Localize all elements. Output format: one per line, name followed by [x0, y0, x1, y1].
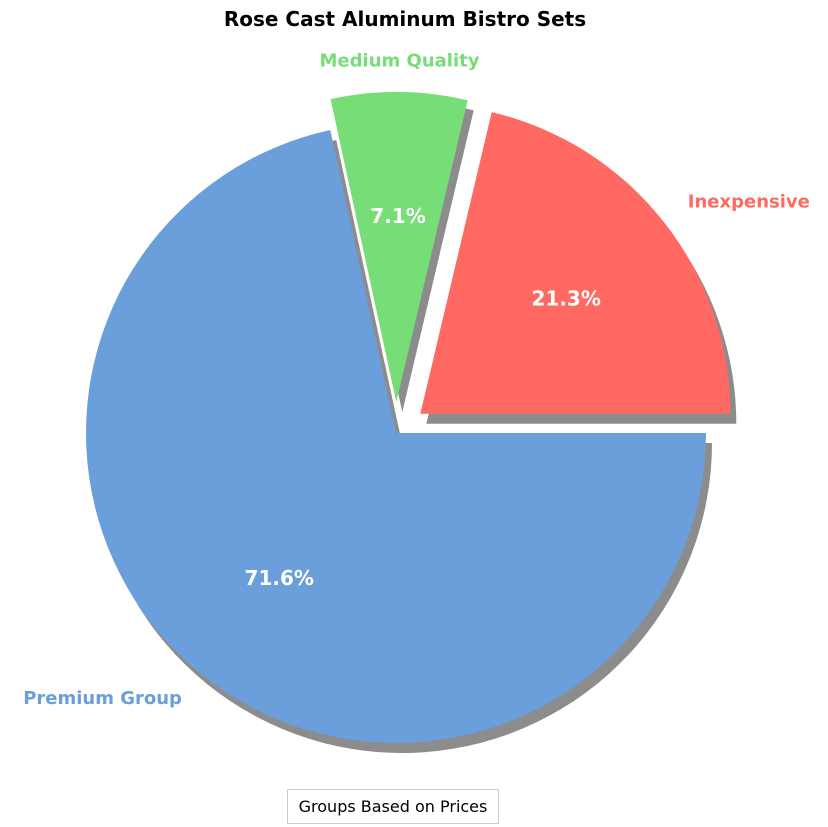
category-label-premium-group: Premium Group	[23, 688, 182, 709]
legend-title: Groups Based on Prices	[298, 797, 488, 816]
pct-label-inexpensive: 21.3%	[532, 286, 601, 310]
slice-inexpensive	[420, 112, 731, 414]
category-label-group: Inexpensive Medium Quality Premium Group	[23, 51, 810, 709]
pct-label-medium-quality: 7.1%	[370, 204, 425, 228]
category-label-medium-quality: Medium Quality	[320, 51, 480, 72]
category-label-inexpensive: Inexpensive	[688, 192, 810, 213]
slice-group	[85, 92, 731, 743]
percentage-label-group: 21.3% 7.1% 71.6%	[245, 204, 601, 590]
slice-premium-group	[85, 130, 706, 743]
chart-title: Rose Cast Aluminum Bistro Sets	[224, 7, 586, 31]
slice-medium-quality	[330, 92, 468, 403]
pct-label-premium-group: 71.6%	[245, 566, 314, 590]
legend: Groups Based on Prices	[287, 789, 499, 824]
